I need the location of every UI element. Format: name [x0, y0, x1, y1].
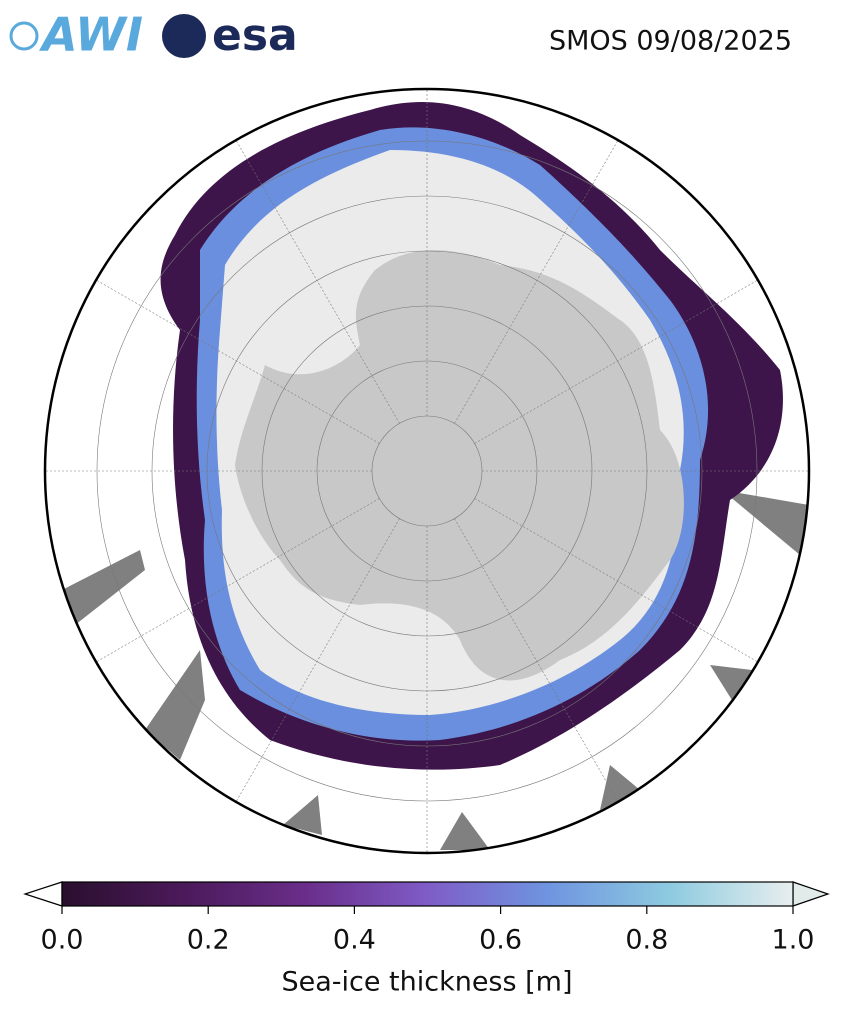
esa-logo: esa [162, 10, 298, 61]
meridian [226, 124, 400, 424]
esa-text: esa [212, 10, 298, 61]
colorbar: Sea-ice thickness [m] 0.0 0.2 0.4 0.6 0.8 1.0 [23, 881, 830, 998]
awi-logo: AWI [9, 8, 143, 62]
meridian [454, 518, 628, 818]
map-frame [43, 87, 811, 855]
under-extension [23, 881, 63, 907]
map-title: SMOS 09/08/2025 [549, 26, 792, 57]
meridian [474, 498, 774, 672]
colorbar-tick-label: 0.2 [187, 925, 230, 956]
meridian [474, 270, 774, 444]
colorbar-tick-label: 0.6 [479, 925, 522, 956]
colorbar-tick-label: 0.0 [41, 925, 84, 956]
antarctica [235, 250, 684, 681]
colorbar-tick-label: 1.0 [772, 925, 815, 956]
meridian [80, 498, 380, 672]
map [45, 89, 809, 853]
colorbar-gradient [61, 881, 794, 907]
colorbar-tick-label: 0.4 [333, 925, 376, 956]
meridian [226, 518, 400, 818]
meridian [80, 270, 380, 444]
logo-globe [9, 21, 39, 51]
logo-mark [162, 14, 206, 58]
meridian [454, 124, 628, 424]
graticule [45, 89, 809, 853]
awi-text: AWI [39, 8, 143, 62]
over-extension [792, 881, 830, 907]
colorbar-label: Sea-ice thickness [m] [281, 967, 572, 998]
latitude-circle [316, 360, 538, 582]
colorbar-tick-label: 0.8 [625, 925, 668, 956]
latitude-circle [96, 140, 758, 802]
